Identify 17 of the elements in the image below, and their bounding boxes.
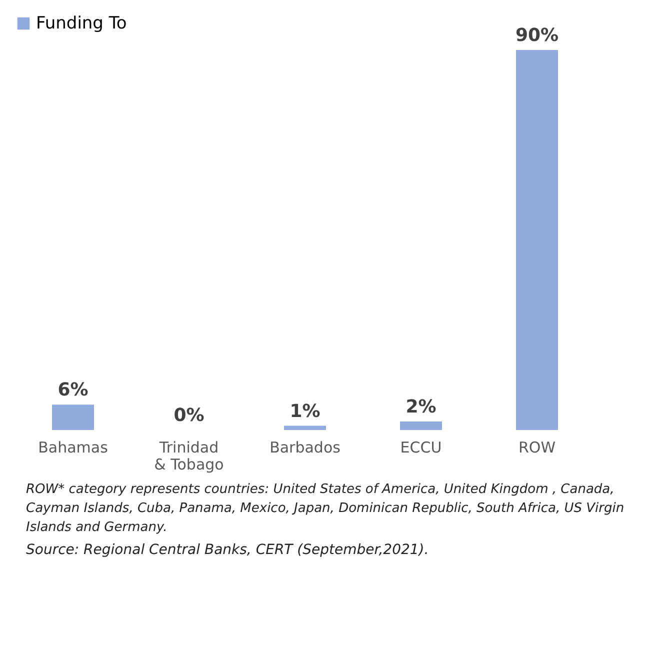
- bar: [516, 50, 558, 430]
- legend-label: Funding To: [36, 14, 127, 34]
- x-tick-label: Barbados: [270, 438, 341, 456]
- x-tick-label: Bahamas: [38, 438, 108, 456]
- bar: [400, 422, 442, 430]
- x-tick-label: ECCU: [400, 438, 442, 456]
- source-note: Source: Regional Central Banks, CERT (September,2021).: [26, 542, 430, 558]
- data-label: 6%: [58, 380, 88, 401]
- data-label: 0%: [174, 405, 204, 426]
- bar: [284, 426, 326, 430]
- x-tick-label: ROW: [518, 438, 556, 456]
- data-label: 90%: [515, 25, 559, 46]
- x-tick-label: Trinidad & Tobago: [154, 438, 224, 474]
- data-label: 1%: [290, 400, 320, 422]
- data-label: 2%: [406, 396, 436, 418]
- bar: [52, 404, 94, 430]
- text: ROW* category represents countries: United States of America, United Kingdom , Canada, Cayman Islands, Cuba, Panama, Mexico, Japan, Dominican Republic, South Africa, US Virgin Islands and Germany.: [26, 481, 626, 537]
